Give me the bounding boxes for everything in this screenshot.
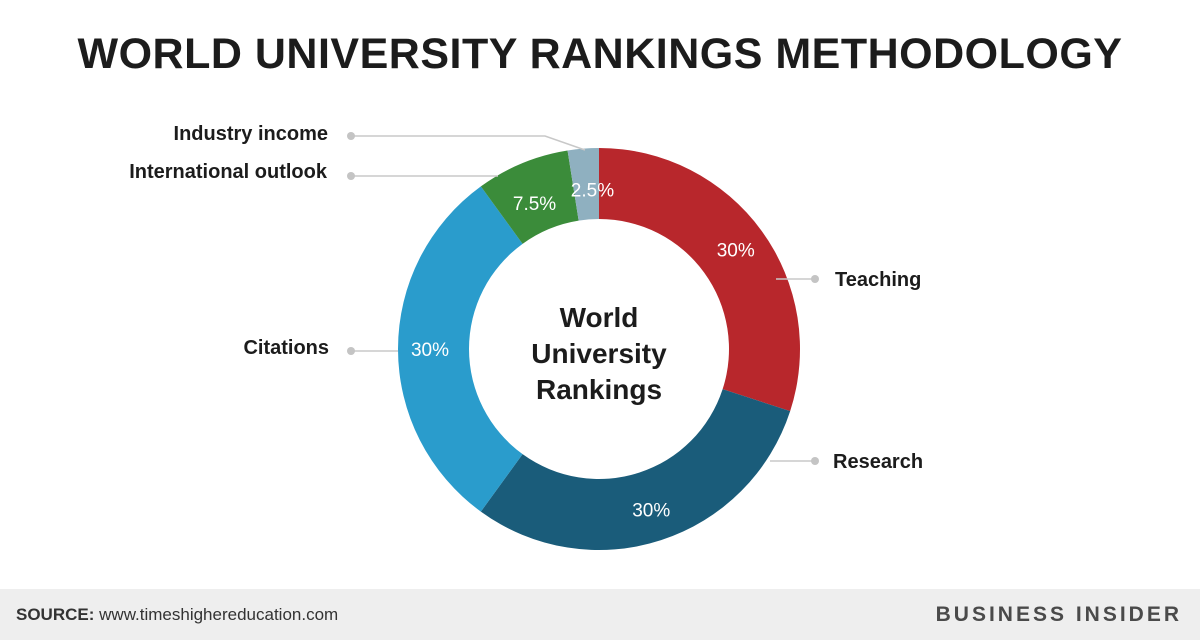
brand-logo: BUSINESS INSIDER: [935, 603, 1182, 626]
slice-value-label: 2.5%: [571, 180, 614, 201]
legend-label: Teaching: [835, 269, 921, 291]
slice-value-label: 30%: [717, 241, 755, 262]
slice-value-label: 7.5%: [513, 194, 556, 215]
slice-research: [480, 389, 791, 550]
leader-dot: [811, 275, 819, 283]
source-text: www.timeshighereducation.com: [99, 605, 339, 624]
leader-dot: [347, 172, 355, 180]
legend-label: Industry income: [174, 123, 328, 145]
source-label: SOURCE:: [16, 605, 95, 624]
slice-teaching: [599, 148, 801, 412]
slice-international-outlook: [480, 150, 579, 244]
chart-title: WORLD UNIVERSITY RANKINGS METHODOLOGY: [77, 30, 1123, 78]
footer-bar: SOURCE: www.timeshighereducation.com BUS…: [0, 589, 1200, 640]
center-label-line: University: [531, 338, 667, 369]
leader-dot: [811, 457, 819, 465]
leader-line: [354, 135, 586, 151]
leader-dot: [347, 132, 355, 140]
slice-citations: [398, 186, 523, 512]
center-label-line: World: [560, 302, 639, 333]
leader-dot: [347, 347, 355, 355]
legend-label: Research: [833, 451, 923, 473]
slice-industry-income: [567, 148, 599, 221]
source-line: SOURCE: www.timeshighereducation.com: [16, 605, 338, 625]
slice-value-label: 30%: [632, 501, 670, 522]
legend-label: International outlook: [129, 161, 328, 183]
legend-label: Citations: [243, 337, 329, 359]
slice-value-label: 30%: [411, 340, 449, 361]
center-label-line: Rankings: [536, 374, 662, 405]
donut-chart: 30% 30% 30% 7.5% 2.5% Teaching Research Citati…: [129, 123, 923, 550]
